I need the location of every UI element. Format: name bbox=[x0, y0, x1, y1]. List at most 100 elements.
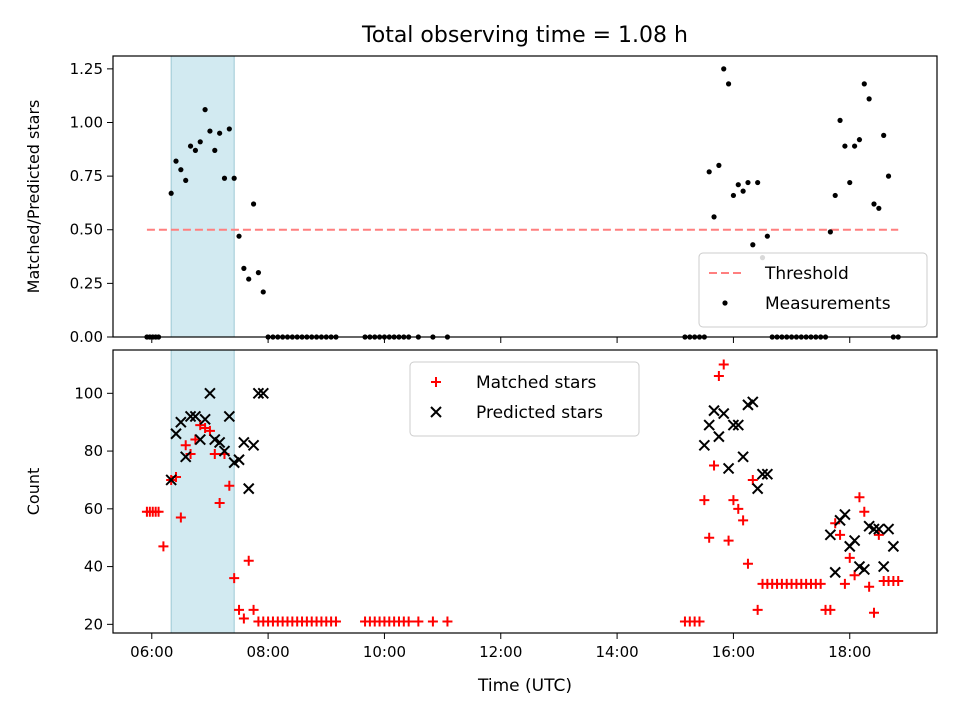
data-point bbox=[750, 242, 756, 248]
y-tick-label: 0.25 bbox=[70, 274, 103, 292]
y-tick-label: 20 bbox=[84, 615, 103, 633]
data-point bbox=[881, 132, 887, 138]
data-point bbox=[179, 451, 192, 463]
chart-title: Total observing time = 1.08 h bbox=[361, 23, 688, 48]
data-point bbox=[706, 169, 712, 175]
data-point bbox=[868, 523, 880, 535]
data-point bbox=[165, 474, 177, 486]
data-point bbox=[158, 541, 169, 552]
data-point bbox=[257, 387, 269, 400]
data-point bbox=[226, 126, 232, 132]
data-point bbox=[168, 190, 174, 196]
data-point bbox=[761, 468, 774, 480]
data-point bbox=[204, 387, 216, 400]
legend-box bbox=[698, 252, 928, 328]
data-point bbox=[735, 182, 741, 188]
data-point bbox=[824, 529, 837, 541]
legend-swatch bbox=[722, 300, 728, 306]
data-point bbox=[732, 419, 744, 431]
data-point bbox=[175, 416, 187, 428]
x-tick-label: 12:00 bbox=[479, 643, 522, 661]
legend-label: Matched stars bbox=[476, 373, 596, 393]
data-point bbox=[708, 404, 720, 417]
data-point bbox=[718, 407, 730, 420]
legend-label: Measurements bbox=[765, 294, 891, 314]
highlight-span bbox=[170, 349, 235, 634]
y-tick-label: 1.25 bbox=[70, 60, 103, 78]
data-point bbox=[209, 448, 220, 459]
legend-swatch bbox=[430, 406, 442, 418]
data-point bbox=[238, 613, 249, 624]
data-point bbox=[202, 107, 208, 113]
data-point bbox=[858, 563, 871, 576]
data-point bbox=[711, 214, 717, 220]
data-point bbox=[413, 616, 424, 627]
x-tick-label: 18:00 bbox=[828, 643, 871, 661]
x-tick-label: 14:00 bbox=[595, 643, 638, 661]
y-tick-label: 100 bbox=[74, 384, 103, 402]
data-point bbox=[868, 607, 879, 618]
data-point bbox=[178, 167, 184, 173]
data-point bbox=[231, 175, 237, 181]
y-axis-label: Count bbox=[24, 468, 43, 516]
data-point bbox=[204, 425, 215, 436]
data-point bbox=[153, 506, 164, 517]
data-point bbox=[199, 413, 211, 426]
data-point bbox=[755, 179, 761, 186]
data-point bbox=[192, 147, 198, 153]
data-point bbox=[175, 512, 186, 523]
y-tick-label: 0.00 bbox=[70, 328, 103, 346]
data-point bbox=[442, 616, 453, 627]
data-point bbox=[747, 474, 758, 485]
data-point bbox=[330, 616, 341, 627]
data-point bbox=[212, 147, 218, 153]
data-point bbox=[694, 616, 705, 627]
data-point bbox=[893, 576, 904, 587]
data-point bbox=[825, 604, 836, 615]
data-point bbox=[887, 540, 900, 553]
data-point bbox=[723, 535, 734, 546]
y-tick-label: 1.00 bbox=[70, 113, 103, 131]
data-point bbox=[854, 492, 865, 503]
data-point bbox=[255, 270, 262, 276]
data-point bbox=[728, 495, 739, 506]
data-point bbox=[236, 233, 242, 239]
x-axis-label: Time (UTC) bbox=[477, 676, 572, 696]
data-point bbox=[722, 462, 735, 475]
data-point bbox=[234, 604, 245, 615]
data-point bbox=[727, 419, 740, 431]
legend-label: Predicted stars bbox=[476, 403, 603, 423]
data-point bbox=[745, 179, 751, 186]
data-point bbox=[189, 410, 202, 423]
series-predicted-stars bbox=[165, 387, 900, 579]
data-point bbox=[721, 66, 727, 72]
data-point bbox=[260, 289, 266, 295]
x-tick-label: 10:00 bbox=[363, 643, 406, 661]
data-point bbox=[730, 192, 737, 199]
data-point bbox=[224, 480, 235, 491]
axes-frame bbox=[112, 349, 938, 634]
data-point bbox=[848, 534, 861, 547]
data-point bbox=[246, 276, 252, 282]
data-point bbox=[713, 430, 725, 443]
data-point bbox=[207, 128, 213, 134]
data-point bbox=[882, 523, 895, 535]
data-point bbox=[243, 555, 254, 566]
data-point bbox=[829, 566, 841, 579]
y-tick-label: 60 bbox=[84, 500, 103, 518]
data-point bbox=[752, 604, 763, 615]
data-point bbox=[698, 439, 711, 452]
x-tick-label: 16:00 bbox=[712, 643, 755, 661]
data-point bbox=[764, 233, 770, 239]
y-tick-label: 80 bbox=[84, 442, 103, 460]
y-axis-label: Matched/Predicted stars bbox=[24, 100, 43, 294]
x-tick-label: 06:00 bbox=[130, 643, 173, 661]
data-point bbox=[842, 143, 848, 149]
data-point bbox=[885, 173, 892, 179]
data-point bbox=[213, 436, 226, 449]
data-point bbox=[871, 201, 877, 207]
data-point bbox=[738, 515, 749, 526]
data-point bbox=[827, 229, 833, 235]
data-point bbox=[187, 143, 194, 149]
data-point bbox=[861, 81, 867, 87]
